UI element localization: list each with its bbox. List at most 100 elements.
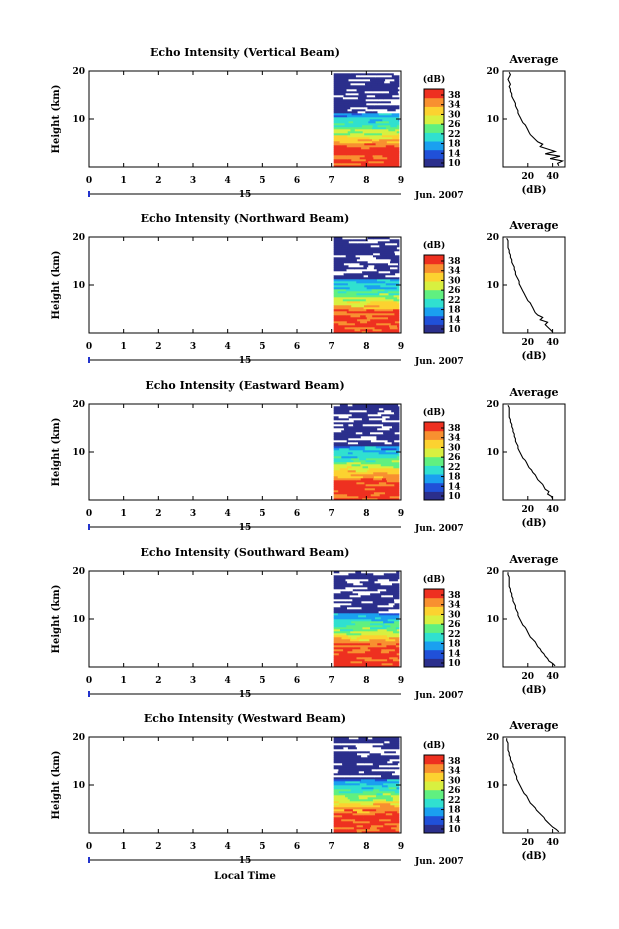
heatmap-cell — [333, 573, 343, 576]
heatmap-cell — [393, 611, 400, 614]
heatmap-cell — [360, 141, 367, 144]
heatmap-cell — [372, 109, 388, 112]
heatmap-cell — [392, 661, 398, 664]
heatmap-cell — [379, 253, 396, 256]
heatmap-cell — [333, 420, 343, 423]
heatmap-cell — [345, 795, 359, 798]
heatmap-cell — [352, 251, 369, 254]
heatmap-cell — [393, 303, 400, 306]
heatmap-cell — [351, 159, 367, 162]
heatmap-cell — [333, 817, 352, 820]
date-day-label: 15 — [239, 523, 252, 533]
heatmap-cell — [366, 141, 373, 144]
heatmap-cell — [389, 743, 400, 746]
heatmap-cell — [333, 247, 342, 250]
heatmap-cell — [370, 649, 382, 652]
heatmap-cell — [390, 279, 400, 282]
heatmap-cell — [363, 813, 376, 816]
heatmap-cell — [371, 289, 385, 292]
heatmap-cell — [333, 319, 341, 322]
heatmap-cell — [362, 661, 378, 664]
heatmap-cell — [390, 125, 398, 128]
heatmap-cell — [357, 97, 375, 100]
heatmap-cell — [374, 747, 382, 750]
heatmap-cell — [395, 783, 400, 786]
heatmap-cell — [389, 416, 400, 419]
colorbar-frame — [423, 754, 445, 834]
heatmap-cell — [385, 297, 398, 300]
heatmap-cell — [389, 823, 400, 826]
heatmap-cell — [371, 462, 384, 465]
heatmap-cell — [363, 105, 375, 108]
heatmap-cell — [371, 281, 386, 284]
average-frame — [502, 403, 566, 501]
heatmap-cell — [393, 269, 400, 272]
heatmap-cell — [333, 279, 339, 282]
heatmap-cell — [333, 97, 344, 100]
heatmap-cell — [363, 807, 373, 810]
heatmap-cell — [368, 490, 373, 493]
heatmap-cell — [390, 577, 400, 580]
heatmap-cell — [372, 761, 381, 764]
heatmap-cell — [349, 297, 362, 300]
heatmap-cell — [385, 307, 399, 310]
colorbar-tick-label: 10 — [448, 325, 461, 335]
heatmap-cell — [347, 111, 358, 114]
heatmap-cell — [333, 785, 340, 788]
heatmap-cell — [379, 613, 391, 616]
heatmap-cell — [350, 472, 360, 475]
panel-1: Echo Intensity (Vertical Beam)Height (km… — [51, 46, 566, 201]
heatmap-cell — [355, 432, 363, 435]
heatmap-cell — [333, 609, 345, 612]
x-tick-label: 2 — [155, 676, 161, 686]
heatmap-cell — [350, 83, 366, 86]
heatmap-cell — [333, 741, 342, 744]
heatmap-cell — [365, 329, 373, 332]
heatmap-cell — [395, 109, 400, 112]
colorbar-tick-label: 34 — [448, 267, 461, 277]
average-x-tick-label: 40 — [546, 172, 559, 182]
heatmap-cell — [374, 801, 383, 804]
heatmap-cell — [392, 289, 398, 292]
heatmap-cell — [349, 773, 363, 776]
colorbar-segment — [424, 89, 444, 99]
heatmap-cell — [384, 163, 390, 166]
heatmap-cell — [338, 831, 350, 834]
heatmap-cell — [389, 87, 399, 90]
heatmap-cell — [394, 79, 400, 82]
heatmap-cell — [378, 307, 386, 310]
heatmap-cell — [333, 404, 341, 407]
heatmap-cell — [392, 817, 400, 820]
heatmap-cell — [357, 743, 372, 746]
heatmap-cell — [397, 331, 400, 334]
heatmap-cell — [338, 279, 350, 282]
colorbar-tick-label: 22 — [448, 463, 461, 473]
heatmap-cell — [373, 97, 379, 100]
colorbar-segment — [424, 315, 444, 325]
heatmap-cell — [372, 141, 388, 144]
y-tick-label: 10 — [72, 615, 85, 625]
heatmap-cell — [384, 442, 393, 445]
heatmap-cell — [360, 422, 367, 425]
heatmap-cell — [371, 575, 383, 578]
heatmap-cell — [397, 243, 400, 246]
heatmap-cell — [382, 793, 392, 796]
heatmap-cell — [361, 113, 380, 116]
heatmap-cell — [364, 241, 379, 244]
heatmap-cell — [387, 472, 400, 475]
y-tick-label: 20 — [72, 400, 85, 410]
heatmap-cell — [381, 649, 396, 652]
heatmap-cell — [333, 281, 346, 284]
colorbar-frame — [423, 421, 445, 501]
heatmap-cell — [333, 89, 347, 92]
heatmap-cell — [364, 448, 382, 451]
heatmap-cell — [348, 831, 353, 834]
heatmap-cell — [350, 99, 367, 102]
heatmap-cell — [358, 653, 374, 656]
colorbar-segment — [424, 115, 444, 125]
heatmap-cell — [385, 275, 398, 278]
heatmap-cell — [382, 478, 387, 481]
heatmap-cell — [381, 486, 400, 489]
heatmap-cell — [367, 647, 386, 650]
